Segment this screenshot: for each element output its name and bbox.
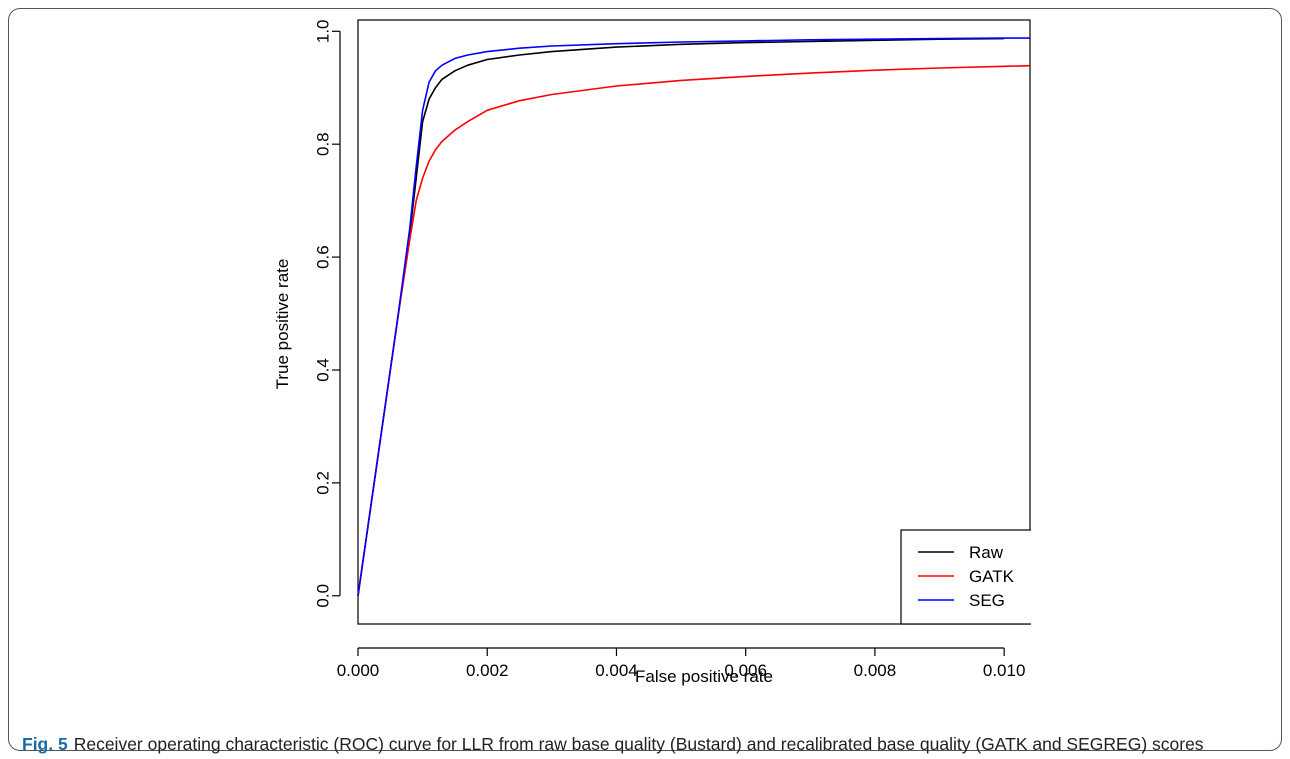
y-tick-label: 1.0 <box>313 19 332 43</box>
y-tick-label: 0.0 <box>313 584 332 608</box>
legend-label-raw: Raw <box>969 543 1004 562</box>
y-tick-label: 0.6 <box>313 245 332 269</box>
legend-clip-mask <box>1031 528 1061 626</box>
axes-layer: 0.000 0.002 0.004 0.006 0.008 0.010 0.0 0.2 0.4 0… <box>313 19 1031 680</box>
figure-caption: Fig. 5 Receiver operating characteristic … <box>22 734 1272 755</box>
plot-box <box>357 19 1031 625</box>
series-layer <box>357 37 1031 596</box>
series-line-raw <box>357 37 1005 596</box>
y-tick-label: 0.8 <box>313 132 332 156</box>
x-tick-label: 0.004 <box>595 661 638 680</box>
x-axis-title: False positive rate <box>635 667 773 686</box>
roc-chart: 0.000 0.002 0.004 0.006 0.008 0.010 0.0 0.2 0.4 0… <box>273 19 1061 686</box>
series-line-seg <box>357 37 1030 596</box>
legend: Raw GATK SEG <box>900 528 1061 626</box>
legend-label-gatk: GATK <box>969 567 1015 586</box>
series-line-gatk <box>357 64 1031 596</box>
figure-frame <box>8 8 1282 751</box>
x-tick-label: 0.008 <box>854 661 897 680</box>
figure-caption-text: Receiver operating characteristic (ROC) … <box>73 734 1204 754</box>
x-tick-label: 0.010 <box>983 661 1026 680</box>
figure-label: Fig. 5 <box>22 734 68 754</box>
x-tick-label: 0.002 <box>466 661 509 680</box>
legend-label-seg: SEG <box>969 591 1005 610</box>
x-tick-label: 0.000 <box>337 661 380 680</box>
y-tick-label: 0.2 <box>313 471 332 495</box>
y-tick-label: 0.4 <box>313 358 332 382</box>
x-tick-label: 0.006 <box>724 661 767 680</box>
y-axis-title: True positive rate <box>273 259 292 390</box>
